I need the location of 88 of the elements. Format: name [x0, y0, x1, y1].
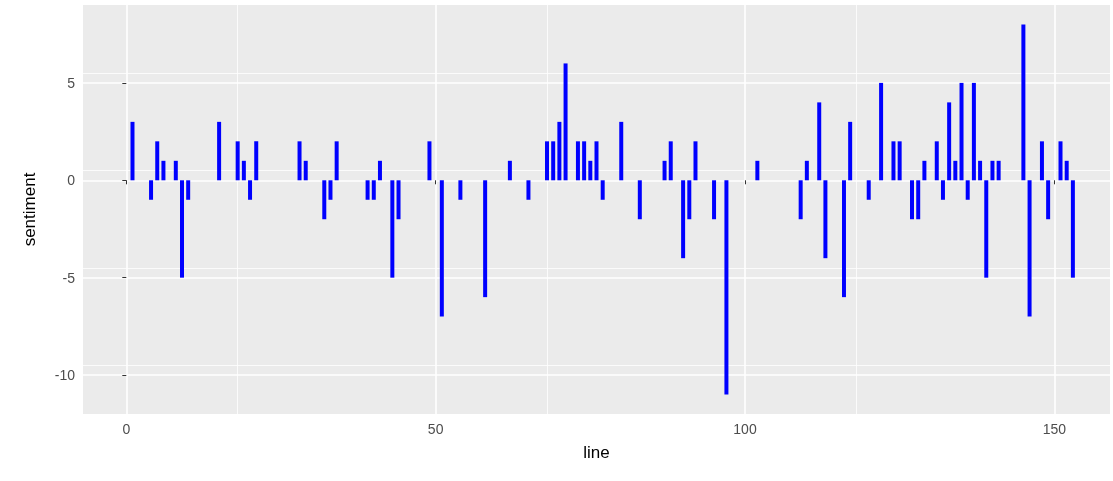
- bar: [1070, 180, 1075, 278]
- bar: [1027, 180, 1032, 317]
- bar: [996, 160, 1001, 181]
- bar: [241, 160, 246, 181]
- bar: [1058, 141, 1063, 181]
- bar: [681, 180, 686, 259]
- bar: [235, 141, 240, 181]
- bar: [483, 180, 488, 298]
- bar: [1064, 160, 1069, 181]
- y-tick-label: -10: [54, 367, 76, 384]
- bar: [575, 141, 580, 181]
- y-tick-label: -5: [62, 269, 76, 286]
- bar: [798, 180, 803, 220]
- bar: [396, 180, 401, 220]
- bar: [427, 141, 432, 181]
- bar: [377, 160, 382, 181]
- bar: [755, 160, 760, 181]
- bar: [545, 141, 550, 181]
- bar: [130, 121, 135, 181]
- bar: [322, 180, 327, 220]
- bar: [303, 160, 308, 181]
- x-axis-title: line: [583, 443, 610, 462]
- bar: [984, 180, 989, 278]
- bar: [959, 82, 964, 181]
- x-tick-label: 100: [733, 421, 757, 437]
- bar: [365, 180, 370, 200]
- x-tick-label: 50: [427, 421, 444, 437]
- bar: [687, 180, 692, 220]
- bar: [186, 180, 191, 200]
- x-tick-label: 0: [122, 421, 131, 437]
- bar: [891, 141, 896, 181]
- bar: [173, 160, 178, 181]
- bar: [161, 160, 166, 181]
- bar: [149, 180, 154, 200]
- bar: [637, 180, 642, 220]
- y-axis-title: sentiment: [20, 172, 39, 247]
- bar: [557, 121, 562, 181]
- bar: [254, 141, 259, 181]
- bar: [594, 141, 599, 181]
- bar: [1046, 180, 1051, 220]
- bar: [965, 180, 970, 200]
- bar: [458, 180, 463, 200]
- bar: [600, 180, 605, 200]
- bar: [940, 180, 945, 200]
- bar: [526, 180, 531, 200]
- bar: [841, 180, 846, 298]
- bar: [371, 180, 376, 200]
- y-tick-label: 0: [67, 172, 76, 189]
- bar: [551, 141, 556, 181]
- bar: [897, 141, 902, 181]
- bar: [817, 102, 822, 181]
- bar: [848, 121, 853, 181]
- bar: [910, 180, 915, 220]
- bar: [934, 141, 939, 181]
- bar: [823, 180, 828, 259]
- bar: [248, 180, 253, 200]
- bar: [990, 160, 995, 181]
- bar: [588, 160, 593, 181]
- bar: [619, 121, 624, 181]
- bar: [866, 180, 871, 200]
- bar: [953, 160, 958, 181]
- bar: [328, 180, 333, 200]
- y-tick-label: 5: [67, 74, 76, 91]
- bar: [947, 102, 952, 181]
- bar: [582, 141, 587, 181]
- bar: [724, 180, 729, 395]
- bar: [662, 160, 667, 181]
- bar: [563, 63, 568, 181]
- bar: [1021, 24, 1026, 181]
- bar: [804, 160, 809, 181]
- bar: [916, 180, 921, 220]
- bar: [1039, 141, 1044, 181]
- bar: [439, 180, 444, 317]
- bar: [217, 121, 222, 181]
- x-tick-label: 150: [1042, 421, 1067, 437]
- bar: [507, 160, 512, 181]
- bar: [971, 82, 976, 181]
- bar: [879, 82, 884, 181]
- bar: [668, 141, 673, 181]
- bar: [179, 180, 184, 278]
- bar: [155, 141, 160, 181]
- bar: [922, 160, 927, 181]
- bar: [334, 141, 339, 181]
- bar: [390, 180, 395, 278]
- bar: [693, 141, 698, 181]
- bar: [297, 141, 302, 181]
- bar: [978, 160, 983, 181]
- bar: [712, 180, 717, 220]
